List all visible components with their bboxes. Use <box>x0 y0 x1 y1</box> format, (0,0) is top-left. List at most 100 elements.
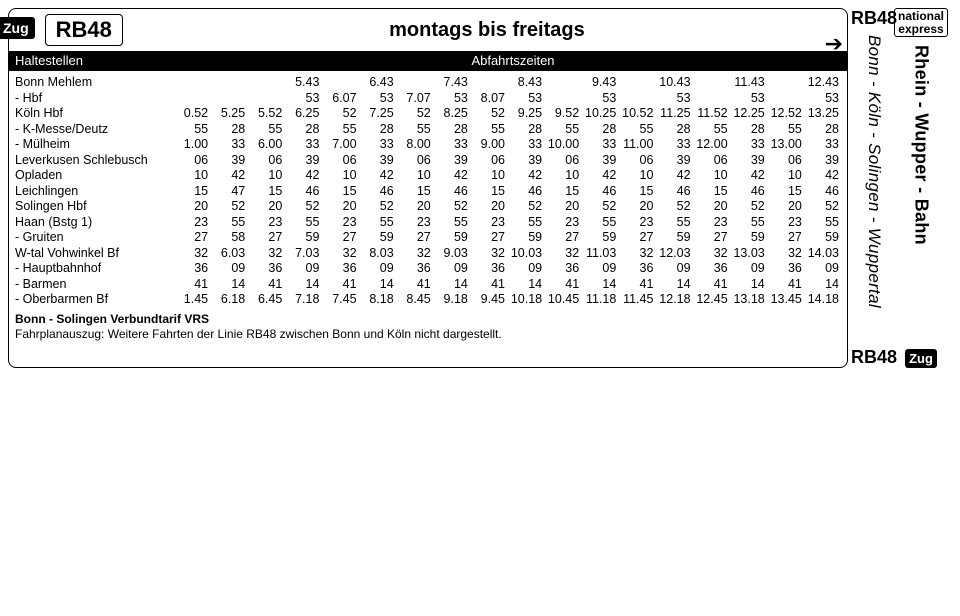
stop-name: - K-Messe/Deutz <box>15 122 173 138</box>
time-cell: 27 <box>321 230 358 246</box>
time-cell <box>618 75 655 91</box>
time-cell: 28 <box>359 122 396 138</box>
time-cell: 10.45 <box>544 292 581 308</box>
time-cell: 23 <box>693 215 730 231</box>
time-cell: 39 <box>507 153 544 169</box>
time-cell: 06 <box>544 153 581 169</box>
time-cell: 14 <box>581 277 618 293</box>
time-cell: 28 <box>581 122 618 138</box>
time-cell: 14 <box>284 277 321 293</box>
time-cell: 10 <box>247 168 284 184</box>
time-cell: 12.52 <box>767 106 804 122</box>
table-row: Opladen104210421042104210421042104210421… <box>15 168 841 184</box>
time-cell: 8.03 <box>359 246 396 262</box>
time-cell: 41 <box>247 277 284 293</box>
time-cell: 12.43 <box>804 75 841 91</box>
time-cell: 27 <box>767 230 804 246</box>
time-cell <box>470 75 507 91</box>
time-cell: 10 <box>693 168 730 184</box>
time-cell: 32 <box>396 246 433 262</box>
time-cell: 8.07 <box>470 91 507 107</box>
time-cell: 41 <box>321 277 358 293</box>
time-cell: 46 <box>804 184 841 200</box>
time-cell: 33 <box>655 137 692 153</box>
stop-times: 063906390639063906390639063906390639 <box>173 153 841 169</box>
time-cell: 41 <box>173 277 210 293</box>
time-cell: 46 <box>359 184 396 200</box>
time-cell: 10 <box>173 168 210 184</box>
time-cell: 39 <box>284 153 321 169</box>
time-cell: 33 <box>210 137 247 153</box>
time-cell: 15 <box>544 184 581 200</box>
time-cell: 42 <box>730 168 767 184</box>
time-cell: 11.00 <box>618 137 655 153</box>
time-cell: 59 <box>730 230 767 246</box>
stop-times: 5.436.437.438.439.4310.4311.4312.43 <box>173 75 841 91</box>
time-cell: 39 <box>804 153 841 169</box>
stop-times: 326.03327.03328.03329.033210.033211.0332… <box>173 246 841 262</box>
time-cell: 09 <box>804 261 841 277</box>
time-cell: 27 <box>173 230 210 246</box>
time-cell: 23 <box>247 215 284 231</box>
time-cell: 12.03 <box>655 246 692 262</box>
stop-name: - Hbf <box>15 91 173 107</box>
time-cell: 55 <box>284 215 321 231</box>
zug-badge: Zug <box>0 17 35 39</box>
time-cell: 42 <box>284 168 321 184</box>
stop-name: - Gruiten <box>15 230 173 246</box>
time-cell: 36 <box>693 261 730 277</box>
table-row: Solingen Hbf2052205220522052205220522052… <box>15 199 841 215</box>
time-cell: 55 <box>433 215 470 231</box>
time-cell: 06 <box>693 153 730 169</box>
time-cell: 9.52 <box>544 106 581 122</box>
time-cell: 59 <box>507 230 544 246</box>
time-cell <box>321 75 358 91</box>
time-cell: 7.03 <box>284 246 321 262</box>
time-cell: 12.00 <box>693 137 730 153</box>
time-cell <box>618 91 655 107</box>
time-cell: 14.03 <box>804 246 841 262</box>
time-cell: 33 <box>581 137 618 153</box>
time-cell: 33 <box>433 137 470 153</box>
table-row: W-tal Vohwinkel Bf326.03327.03328.03329.… <box>15 246 841 262</box>
time-cell: 15 <box>470 184 507 200</box>
time-cell: 32 <box>470 246 507 262</box>
time-cell: 52 <box>321 106 358 122</box>
time-cell: 59 <box>284 230 321 246</box>
time-cell: 06 <box>247 153 284 169</box>
stop-name: Köln Hbf <box>15 106 173 122</box>
time-cell: 9.18 <box>433 292 470 308</box>
subheader: Haltestellen Abfahrtszeiten <box>9 51 847 71</box>
time-cell: 39 <box>655 153 692 169</box>
stop-name: - Mülheim <box>15 137 173 153</box>
time-cell: 53 <box>507 91 544 107</box>
time-cell: 55 <box>321 122 358 138</box>
time-cell: 15 <box>247 184 284 200</box>
time-cell: 1.45 <box>173 292 210 308</box>
time-cell: 20 <box>618 199 655 215</box>
time-cell: 59 <box>359 230 396 246</box>
stop-times: 205220522052205220522052205220522052 <box>173 199 841 215</box>
time-cell: 9.25 <box>507 106 544 122</box>
time-cell: 6.18 <box>210 292 247 308</box>
time-cell: 42 <box>433 168 470 184</box>
time-cell: 59 <box>433 230 470 246</box>
footnote-2: Fahrplanauszug: Weitere Fahrten der Lini… <box>15 327 841 342</box>
time-cell: 52 <box>470 106 507 122</box>
time-cell: 36 <box>618 261 655 277</box>
sidebar-route-italic: Bonn - Köln - Solingen - Wuppertal <box>864 35 884 308</box>
time-cell <box>767 75 804 91</box>
time-cell: 11.03 <box>581 246 618 262</box>
time-cell: 09 <box>433 261 470 277</box>
time-cell: 20 <box>693 199 730 215</box>
time-cell: 53 <box>581 91 618 107</box>
time-cell: 53 <box>730 91 767 107</box>
time-cell: 10.25 <box>581 106 618 122</box>
time-cell: 20 <box>321 199 358 215</box>
time-cell: 10.03 <box>507 246 544 262</box>
sidebar-route-bold: Rhein - Wupper - Bahn <box>911 45 932 245</box>
time-cell: 32 <box>693 246 730 262</box>
stop-name: - Barmen <box>15 277 173 293</box>
time-cell: 42 <box>359 168 396 184</box>
time-cell: 09 <box>507 261 544 277</box>
